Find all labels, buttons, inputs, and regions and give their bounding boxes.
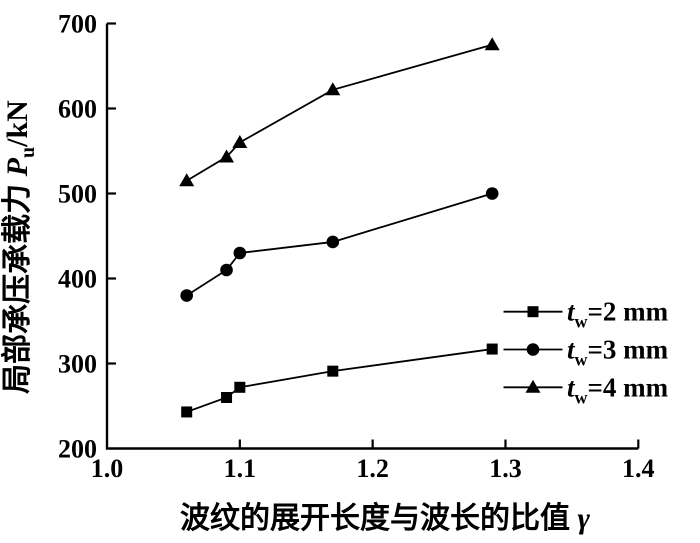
- data-point-triangle: [484, 37, 500, 51]
- series-circle: [180, 187, 499, 302]
- data-point-circle: [326, 235, 340, 249]
- x-tick-label: 1.2: [356, 454, 389, 483]
- legend-item-circle: tw=3 mm: [503, 335, 669, 370]
- data-point-triangle: [325, 82, 341, 96]
- data-point-circle: [180, 289, 193, 302]
- y-tick-label: 200: [58, 435, 97, 464]
- data-point-square: [181, 406, 193, 418]
- data-point-circle: [485, 187, 499, 200]
- data-point-triangle: [179, 173, 195, 187]
- x-tick-label: 1.1: [224, 454, 257, 483]
- data-point-square: [221, 392, 233, 403]
- data-point-square: [327, 365, 339, 377]
- data-point-square: [234, 381, 246, 393]
- legend-label: tw=3 mm: [567, 335, 669, 370]
- y-tick-label: 600: [58, 95, 97, 124]
- data-point-circle: [233, 246, 247, 260]
- data-point-triangle: [219, 149, 235, 163]
- legend-item-square: tw=2 mm: [503, 297, 669, 332]
- data-point-circle: [220, 263, 233, 277]
- y-axis-title: 局部承压承载力 Pu/kN: [0, 100, 39, 394]
- series-triangle: [179, 37, 500, 187]
- y-tick-label: 400: [58, 265, 97, 294]
- legend-item-triangle: tw=4 mm: [503, 372, 669, 407]
- y-tick-label: 700: [58, 10, 97, 39]
- data-point-square: [486, 343, 498, 355]
- legend-marker-square: [527, 306, 539, 318]
- legend-marker-circle: [526, 343, 540, 356]
- legend-marker-triangle: [525, 379, 541, 393]
- data-point-triangle: [232, 135, 248, 148]
- axes: [105, 23, 639, 450]
- y-tick-label: 300: [58, 350, 97, 379]
- x-tick-label: 1.0: [91, 454, 124, 483]
- y-tick-label: 500: [58, 180, 97, 209]
- legend-label: tw=4 mm: [567, 372, 669, 407]
- series-square: [181, 343, 498, 418]
- x-axis-title: 波纹的展开长度与波长的比值 γ: [180, 502, 591, 535]
- x-tick-label: 1.4: [622, 454, 655, 483]
- x-tick-label: 1.3: [489, 454, 522, 483]
- legend-label: tw=2 mm: [567, 297, 669, 332]
